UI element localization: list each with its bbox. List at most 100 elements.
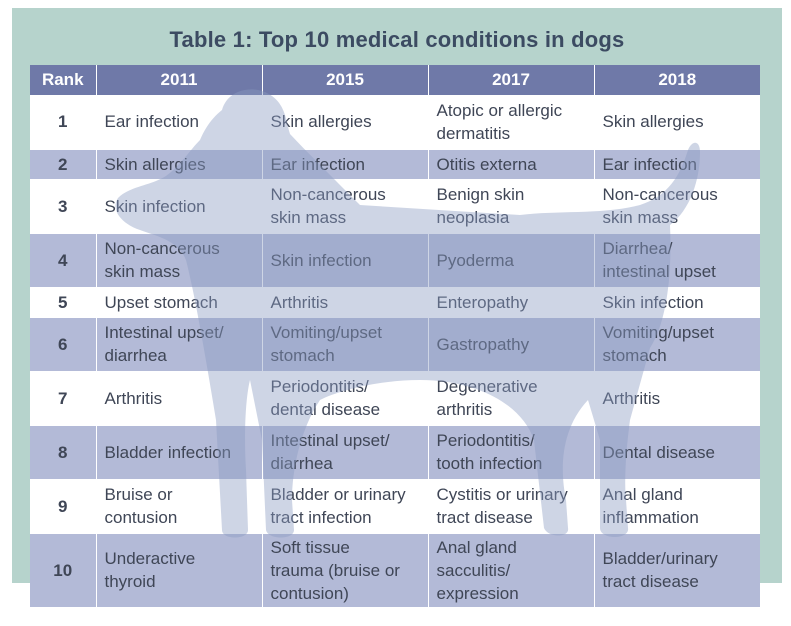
condition-cell-2011: Intestinal upset/diarrhea <box>96 316 263 371</box>
condition-line: Bladder infection <box>104 442 232 462</box>
condition-line: skin mass <box>104 262 181 281</box>
condition-line: sacculitis/ <box>436 560 511 580</box>
condition-cell-2017: Benign skin neoplasia <box>428 178 595 233</box>
rank-cell: 10 <box>30 532 97 607</box>
condition-cell-2015: Vomiting/upset stomach <box>262 316 429 371</box>
condition-line: neoplasia <box>436 208 510 227</box>
table-row: 10 Underactive thyroid Soft tissue trauma (b… <box>30 532 760 607</box>
condition-line: Bladder or urinary <box>270 485 406 504</box>
condition-line: dermatitis <box>436 123 511 143</box>
table-row: 5 Upset stomach Arthritis Enteropathy Skin i… <box>30 286 760 317</box>
condition-line: trauma (bruise or <box>270 560 400 580</box>
table-row: 4 Non-cancerous skin mass Skin infection Pyo… <box>30 232 760 287</box>
condition-line: Gastropathy <box>436 334 530 354</box>
table-row: 6 Intestinal upset/diarrhea Vomiting/upset… <box>30 316 760 371</box>
table-row: 7 Arthritis Periodontitis/dental disease De… <box>30 370 760 425</box>
condition-line: Degenerative <box>436 377 538 396</box>
condition-cell-2018: Anal gland inflammation <box>594 478 760 533</box>
condition-cell-2018: Vomiting/upset stomach <box>594 316 760 371</box>
condition-cell-2017: Cystitis or urinary tract disease <box>428 478 595 533</box>
condition-line: Upset stomach <box>104 292 218 312</box>
condition-line: Ear infection <box>602 154 698 174</box>
condition-cell-2018: Arthritis <box>594 370 760 425</box>
table-row: 8 Bladder infection Intestinal upset/diarr… <box>30 424 760 479</box>
condition-line: expression <box>436 583 519 603</box>
rank-cell: 8 <box>30 424 97 479</box>
condition-cell-2015: Skin infection <box>262 232 429 287</box>
condition-line: tract disease <box>602 572 699 592</box>
condition-line: Non-cancerous <box>602 185 718 204</box>
condition-cell-2015: Soft tissue trauma (bruise or contusion) <box>262 532 429 607</box>
condition-line: Non-cancerous <box>270 185 386 204</box>
condition-line: Enteropathy <box>436 292 529 312</box>
condition-line: Atopic or allergic <box>436 100 563 120</box>
condition-line: Soft tissue <box>270 537 350 557</box>
condition-line: Bladder/urinary <box>602 549 718 569</box>
header-rank: Rank <box>30 65 97 95</box>
condition-cell-2011: Non-cancerous skin mass <box>96 232 263 287</box>
condition-line: Skin infection <box>602 292 704 312</box>
condition-line: stomach <box>270 346 335 365</box>
condition-cell-2018: Bladder/urinary tract disease <box>594 532 760 607</box>
condition-cell-2011: Bruise or contusion <box>96 478 263 533</box>
condition-line: Arthritis <box>270 292 329 312</box>
condition-line: tract disease <box>436 508 533 527</box>
condition-cell-2015: Ear infection <box>262 148 429 179</box>
condition-cell-2018: Dental disease <box>594 424 760 479</box>
conditions-table: Rank 2011 2015 2017 2018 1 Ear infection S… <box>30 65 760 607</box>
condition-cell-2015: Arthritis <box>262 286 429 317</box>
condition-cell-2015: Intestinal upset/diarrhea <box>262 424 429 479</box>
condition-cell-2017: Pyoderma <box>428 232 595 287</box>
rank-cell: 4 <box>30 232 97 287</box>
condition-cell-2017: Enteropathy <box>428 286 595 317</box>
rank-cell: 2 <box>30 148 97 179</box>
condition-line: Periodontitis/ <box>270 377 369 396</box>
condition-line: Dental disease <box>602 442 715 462</box>
rank-cell: 1 <box>30 95 97 149</box>
condition-cell-2011: Underactive thyroid <box>96 532 263 607</box>
condition-cell-2015: Skin allergies <box>262 95 429 149</box>
condition-line: Otitis externa <box>436 154 537 174</box>
rank-cell: 7 <box>30 370 97 425</box>
condition-cell-2015: Bladder or urinary tract infection <box>262 478 429 533</box>
condition-cell-2011: Ear infection <box>96 95 263 149</box>
conditions-table-container: Rank 2011 2015 2017 2018 1 Ear infection S… <box>30 65 760 607</box>
condition-line: dental disease <box>270 400 381 419</box>
table-row: 2 Skin allergies Ear infection Otitis exter… <box>30 148 760 179</box>
condition-line: Anal gland <box>602 485 683 504</box>
rank-cell: 3 <box>30 178 97 233</box>
condition-cell-2011: Skin infection <box>96 178 263 233</box>
table-row: 3 Skin infection Non-cancerous skin mass Ben… <box>30 178 760 233</box>
condition-line: arthritis <box>436 400 493 419</box>
rank-cell: 9 <box>30 478 97 533</box>
condition-cell-2017: Atopic or allergic dermatitis <box>428 95 595 149</box>
condition-line: thyroid <box>104 572 156 592</box>
condition-cell-2011: Skin allergies <box>96 148 263 179</box>
condition-cell-2011: Arthritis <box>96 370 263 425</box>
condition-line: contusion <box>104 508 178 527</box>
condition-cell-2018: Skin allergies <box>594 95 760 149</box>
condition-line: Skin infection <box>270 250 372 270</box>
condition-line: contusion) <box>270 583 349 603</box>
condition-line: stomach <box>602 346 667 365</box>
header-year-2018: 2018 <box>594 65 760 95</box>
condition-line: tooth infection <box>436 454 543 473</box>
table-row: 1 Ear infection Skin allergies Atopic or al… <box>30 95 760 149</box>
condition-cell-2018: Diarrhea/intestinal upset <box>594 232 760 287</box>
rank-cell: 6 <box>30 316 97 371</box>
condition-cell-2015: Non-cancerous skin mass <box>262 178 429 233</box>
condition-line: Skin allergies <box>270 112 372 132</box>
condition-line: Skin allergies <box>602 112 704 132</box>
table-title: Table 1: Top 10 medical conditions in do… <box>169 27 625 52</box>
condition-cell-2017: Otitis externa <box>428 148 595 179</box>
condition-line: tract infection <box>270 508 372 527</box>
condition-line: Arthritis <box>602 388 661 408</box>
table-row: 9 Bruise or contusion Bladder or urinary tra… <box>30 478 760 533</box>
condition-line: Non-cancerous <box>104 239 220 258</box>
condition-line: skin mass <box>602 208 679 227</box>
condition-line: Arthritis <box>104 388 163 408</box>
condition-cell-2017: Anal gland sacculitis/expression <box>428 532 595 607</box>
condition-line: Diarrhea/ <box>602 239 673 258</box>
condition-cell-2018: Skin infection <box>594 286 760 317</box>
condition-cell-2011: Bladder infection <box>96 424 263 479</box>
